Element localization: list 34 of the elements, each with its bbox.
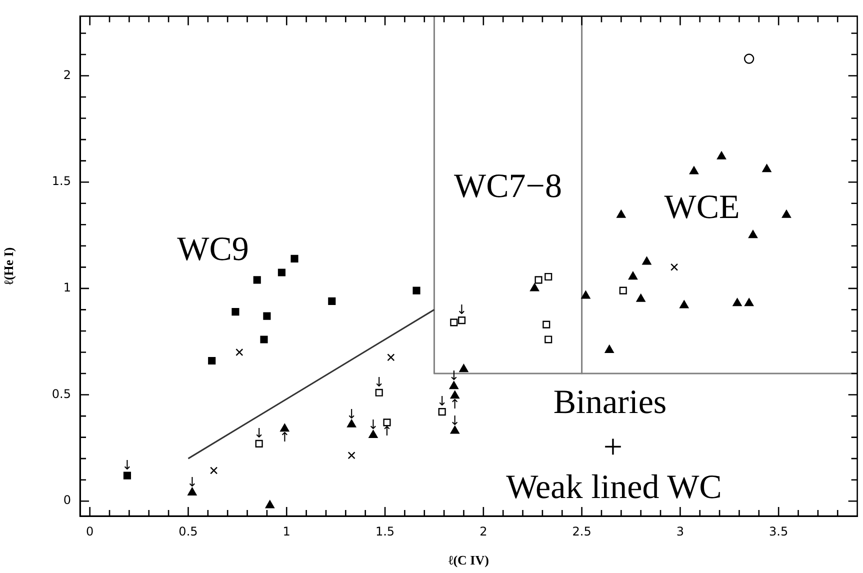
x-tick-label: 2 <box>480 524 488 538</box>
annotation: ↓ <box>374 376 385 391</box>
y-tick-label: 1 <box>63 280 71 295</box>
x-tick-label: 2.5 <box>572 524 592 538</box>
x-tick-label: 1.5 <box>375 524 395 538</box>
y-tick-label: 2 <box>63 68 71 82</box>
annotation: WC9 <box>177 231 249 268</box>
annotation: ↓ <box>186 475 198 490</box>
y-tick-label: 0 <box>63 493 71 508</box>
annotation: ↓ <box>448 369 460 384</box>
annotation: ↑ <box>449 398 460 413</box>
y-tick-label: 1.5 <box>52 174 71 188</box>
x-tick-label: 3 <box>676 524 684 538</box>
annotation: ↑ <box>382 424 392 440</box>
annotation: ↓ <box>254 426 265 442</box>
x-tick-label: 0.5 <box>178 524 198 538</box>
annotation: ↓ <box>346 407 358 422</box>
x-axis-title: ℓ(C IV) <box>448 552 489 568</box>
annotation: ↓ <box>456 303 468 318</box>
annotation: ↓ <box>436 394 448 410</box>
y-axis-title: ℓ(He I) <box>1 247 16 285</box>
annotation: WCE <box>664 189 740 226</box>
annotation: + <box>603 429 623 466</box>
annotation: ↓ <box>368 418 379 434</box>
annotation: ↓ <box>449 414 460 429</box>
y-tick-label: 0.5 <box>52 386 71 401</box>
x-tick-label: 1 <box>282 524 290 538</box>
annotation: ↓ <box>122 458 133 474</box>
annotation: ↑ <box>279 430 290 446</box>
annotation: Binaries <box>553 384 667 421</box>
annotation: WC7−8 <box>454 168 562 205</box>
x-tick-label: 0 <box>86 524 94 538</box>
x-tick-label: 3.5 <box>769 524 788 538</box>
annotation: Weak lined WC <box>506 469 722 506</box>
